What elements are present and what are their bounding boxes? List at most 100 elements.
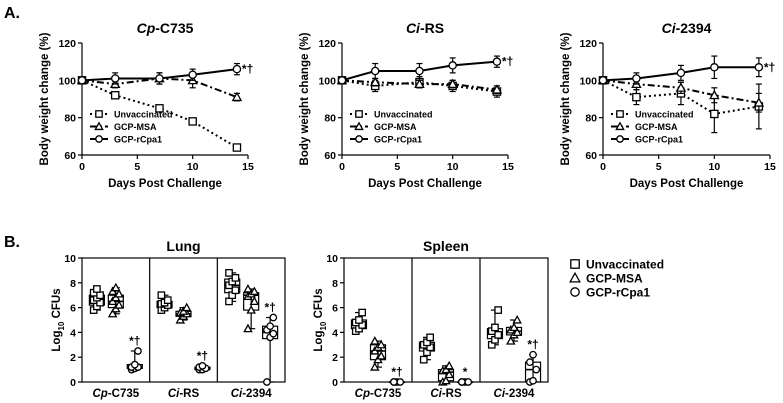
box-unvaccinated	[486, 306, 504, 349]
x-tick-label: 0	[339, 161, 345, 173]
data-point	[506, 336, 516, 345]
box-gcp-msa	[175, 302, 192, 324]
y-axis-label-main: Log	[51, 331, 63, 352]
y-tick-label: 80	[64, 113, 76, 125]
legend: Unvaccinated GCP-MSA GCP-rCpa1	[90, 110, 173, 145]
box-gcp-rcpa1: *	[456, 365, 474, 386]
legend: Unvaccinated GCP-MSA GCP-rCpa1	[350, 110, 433, 145]
group-label-italic: Cp	[355, 388, 370, 400]
chart-title: Lung	[166, 238, 200, 254]
data-point	[188, 117, 197, 126]
y-tick-label: 80	[585, 113, 597, 125]
data-point	[441, 375, 451, 385]
data-point	[263, 378, 271, 386]
data-point	[447, 78, 458, 89]
data-point	[632, 74, 641, 83]
y-tick-label: 10	[326, 253, 338, 265]
data-point	[269, 313, 278, 322]
data-point	[249, 286, 260, 296]
legend-marker	[570, 259, 580, 269]
y-tick-label: 4	[70, 327, 76, 339]
box-gcp-rcpa1: *†	[388, 365, 406, 386]
data-point	[529, 350, 537, 359]
data-point	[710, 63, 719, 72]
x-tick-label: 5	[394, 161, 400, 173]
y-tick-label: 100	[579, 75, 597, 87]
y-tick-label: 10	[64, 253, 76, 265]
y-axis-label-rest: CFUs	[313, 288, 325, 321]
group-label: Ci-RS	[430, 388, 462, 400]
x-axis-label: Days Post Challenge	[368, 178, 482, 190]
chart-title: Cp-C735	[137, 20, 194, 36]
data-point	[114, 288, 124, 298]
data-point	[358, 308, 367, 317]
panel-label-a: A.	[4, 5, 20, 22]
group-label-italic: Cp	[92, 388, 107, 400]
x-tick-label: 10	[447, 161, 459, 173]
chart-title-italic: Cp	[137, 20, 156, 36]
y-axis-label: Log10 CFUs	[51, 288, 66, 351]
legend-label: Unvaccinated	[586, 258, 664, 272]
legend-label: GCP-rCpa1	[586, 286, 650, 300]
box-gcp-msa	[107, 282, 124, 318]
legend-marker	[615, 121, 625, 131]
group-label: Cp-C735	[355, 388, 402, 400]
data-point	[246, 305, 256, 314]
data-point	[188, 70, 197, 79]
x-tick-label: 5	[134, 161, 140, 173]
group-label-rest: -C735	[108, 388, 140, 400]
data-point	[337, 76, 347, 85]
y-tick-label: 120	[579, 38, 597, 50]
data-point	[426, 333, 435, 342]
legend-label: GCP-rCpa1	[374, 135, 422, 145]
y-tick-label: 60	[585, 150, 597, 162]
data-point	[96, 291, 104, 300]
data-point	[525, 358, 534, 367]
data-point	[529, 376, 537, 385]
legend-label: Unvaccinated	[635, 110, 694, 120]
x-tick-label: 0	[600, 161, 606, 173]
group-label-italic: Ci	[430, 388, 442, 400]
box-gcp-rcpa1: *†	[194, 349, 211, 374]
data-point	[157, 291, 166, 300]
y-tick-label: 4	[332, 327, 338, 339]
legend-marker	[94, 121, 104, 131]
chart-title-rest: -2394	[676, 20, 712, 36]
data-point	[266, 322, 274, 331]
data-point	[448, 61, 457, 70]
y-axis-label: Log10 CFUs	[313, 288, 328, 351]
legend-label: GCP-MSA	[374, 122, 417, 132]
chart-title-rest: -C735	[155, 20, 193, 36]
data-point	[753, 97, 765, 107]
x-tick-label: 10	[708, 161, 720, 173]
data-point	[111, 282, 121, 292]
y-tick-label: 6	[332, 303, 338, 315]
line-chart-2: Ci-RS 60 80 100 120 0 5 10 15 Days Post Challenge…	[299, 20, 514, 190]
line-chart-3: Ci-2394 60 80 100 120 0 5 10 15 Days Post Challen…	[560, 20, 776, 190]
data-point	[492, 57, 502, 66]
y-axis-label: Body weight change (%)	[299, 32, 311, 165]
data-point	[232, 64, 242, 74]
data-point	[370, 336, 380, 345]
box-gcp-msa	[369, 336, 387, 371]
y-tick-label: 100	[58, 75, 76, 87]
box-gcp-msa	[437, 360, 455, 386]
group-label-rest: -C735	[370, 388, 402, 400]
y-tick-label: 120	[58, 38, 76, 50]
legend-marker	[95, 110, 103, 118]
group-label-italic: Ci	[168, 388, 180, 400]
data-point	[198, 362, 207, 370]
data-point	[710, 109, 719, 119]
data-point	[512, 327, 522, 336]
legend: Unvaccinated GCP-MSA GCP-rCpa1	[611, 110, 694, 145]
chart-title-italic: Ci	[406, 20, 421, 36]
data-point	[231, 273, 240, 282]
data-point	[419, 355, 428, 364]
y-axis-label-rest: CFUs	[51, 288, 63, 321]
box-gcp-msa	[243, 283, 260, 333]
group-label-rest: -RS	[179, 388, 199, 400]
chart-title-italic: Ci	[662, 20, 677, 36]
legend-marker	[569, 271, 581, 283]
